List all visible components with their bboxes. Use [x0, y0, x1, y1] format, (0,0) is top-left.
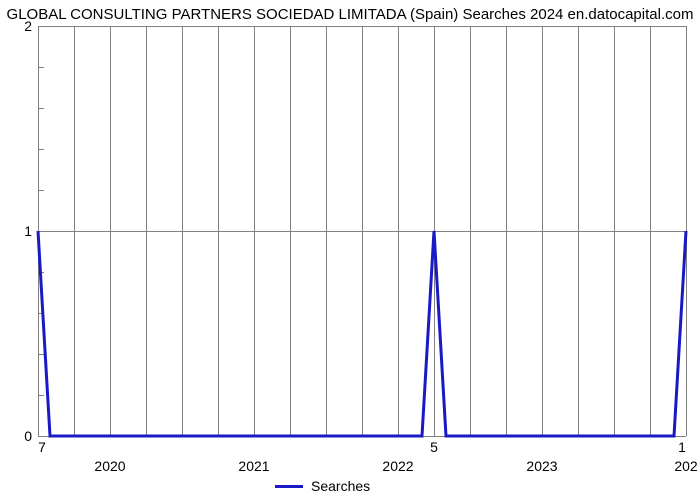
plot-area: [38, 26, 686, 436]
x-tick-label: 2021: [238, 458, 269, 474]
x-tick-label: 2020: [94, 458, 125, 474]
x-tick-label: 2023: [526, 458, 557, 474]
y-tick-label: 1: [14, 223, 32, 239]
line-series: [38, 26, 686, 436]
legend: Searches: [275, 478, 370, 494]
legend-label: Searches: [311, 478, 370, 494]
chart-title: GLOBAL CONSULTING PARTNERS SOCIEDAD LIMI…: [0, 6, 700, 23]
data-annotation: 5: [430, 439, 438, 455]
x-tick-label: 202: [674, 458, 697, 474]
x-tick-label: 2022: [382, 458, 413, 474]
y-tick-label: 2: [14, 18, 32, 34]
data-annotation: 7: [38, 439, 46, 455]
data-annotation: 1: [678, 439, 686, 455]
y-tick-label: 0: [14, 428, 32, 444]
chart-container: GLOBAL CONSULTING PARTNERS SOCIEDAD LIMI…: [0, 0, 700, 500]
legend-swatch: [275, 485, 303, 488]
grid-line-vertical: [686, 26, 687, 436]
